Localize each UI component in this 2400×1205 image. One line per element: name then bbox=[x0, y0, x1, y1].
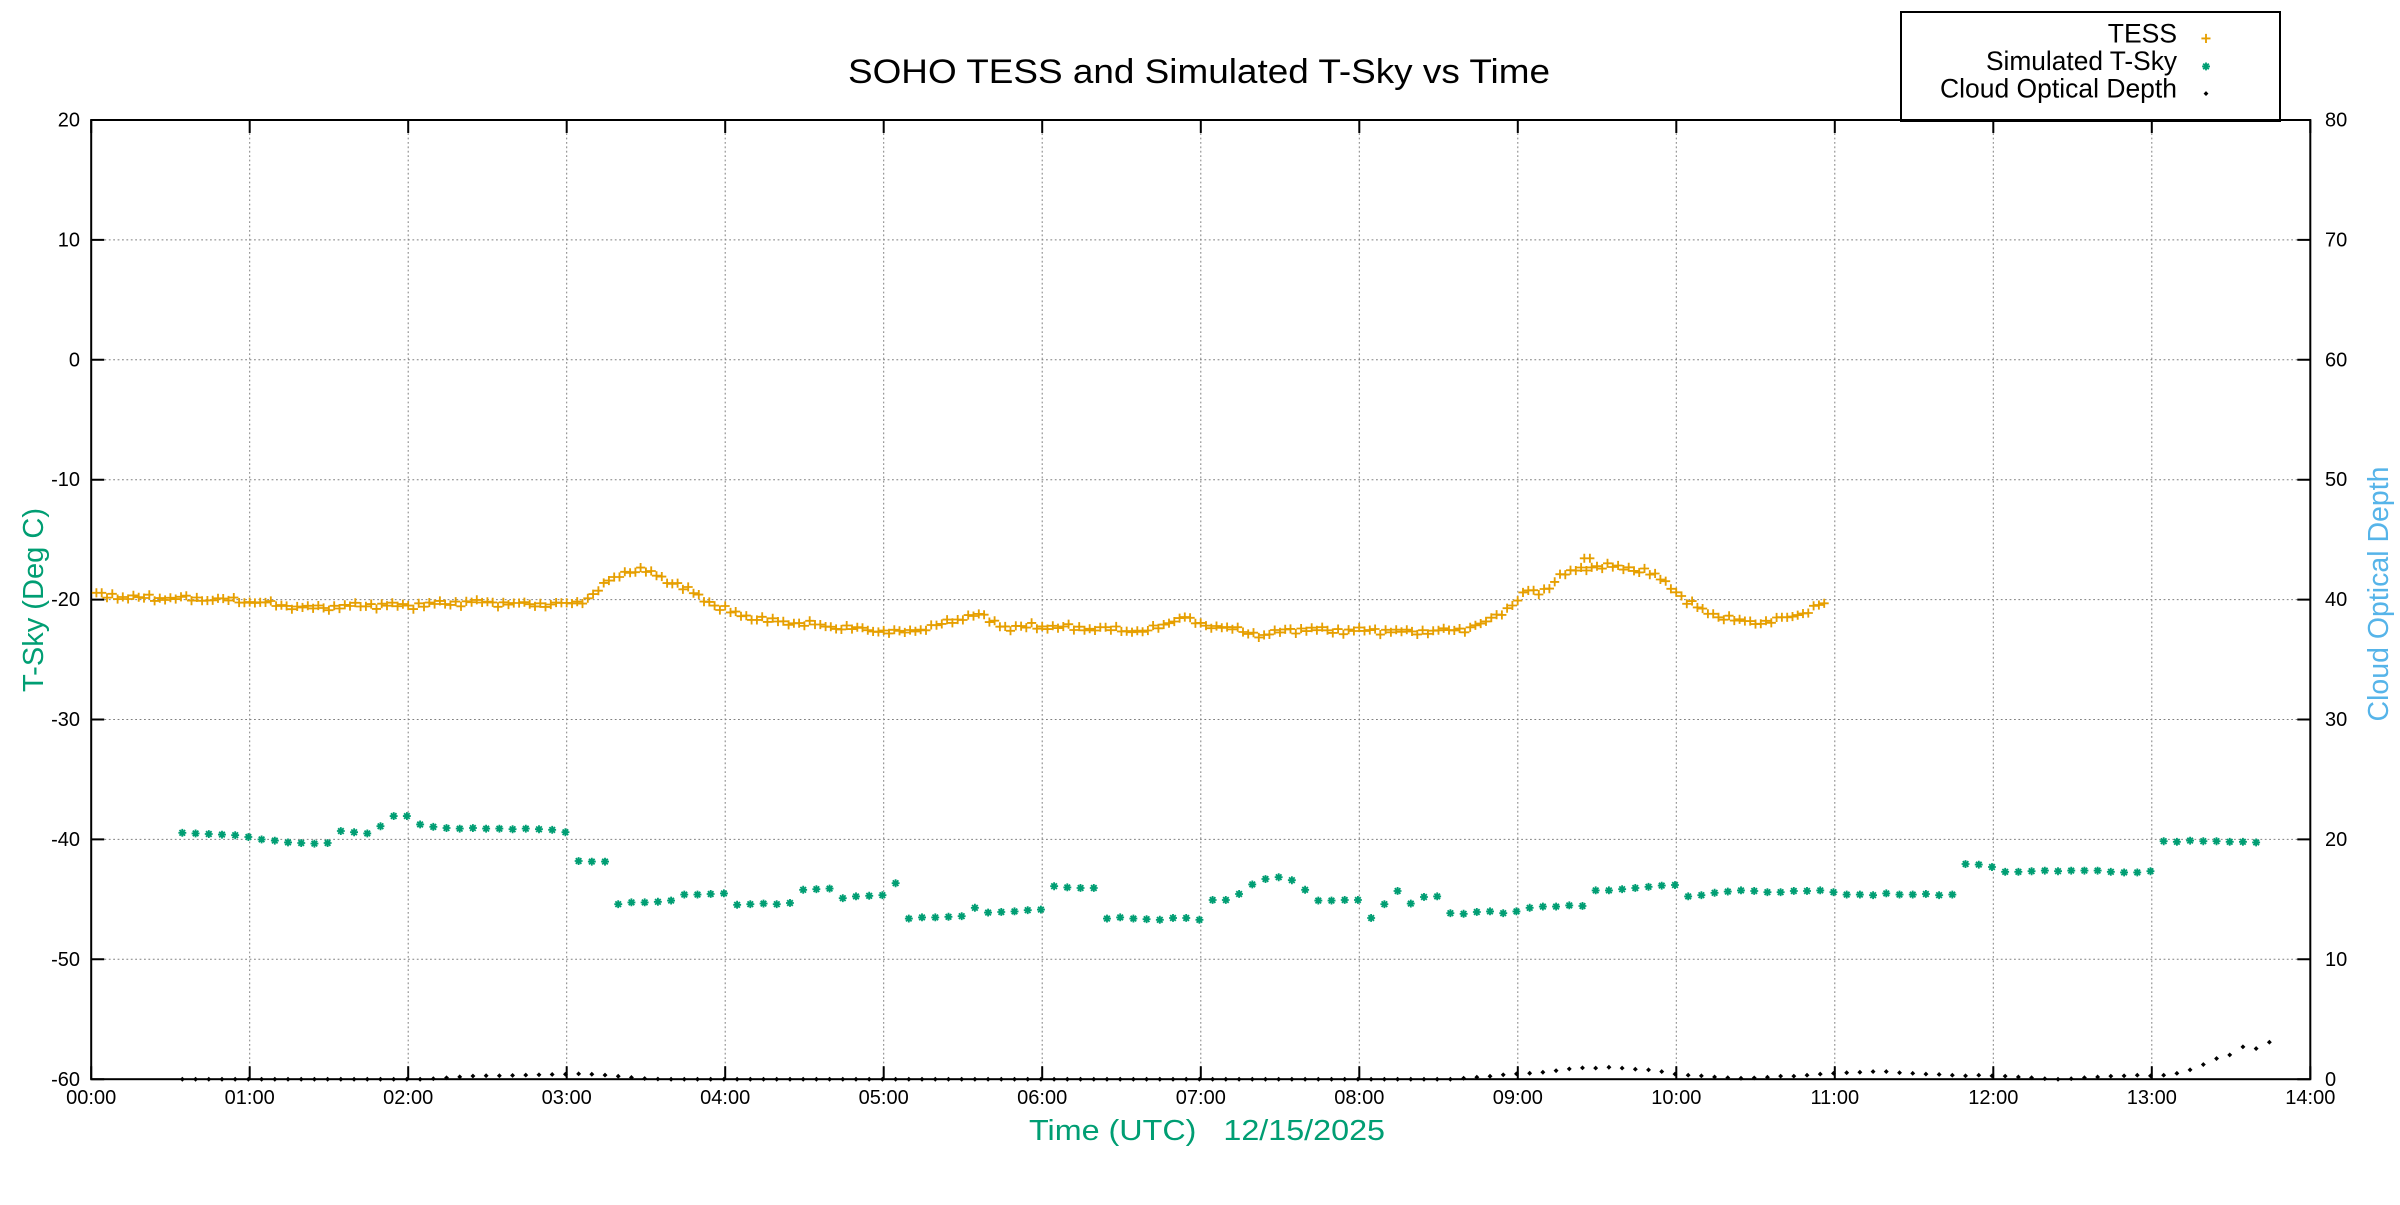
svg-text:30: 30 bbox=[2325, 709, 2347, 731]
svg-text:-30: -30 bbox=[51, 709, 80, 731]
svg-text:50: 50 bbox=[2325, 469, 2347, 491]
svg-text:14:00: 14:00 bbox=[2285, 1087, 2335, 1109]
svg-text:08:00: 08:00 bbox=[1334, 1087, 1384, 1109]
svg-text:10: 10 bbox=[58, 229, 80, 251]
svg-text:Time (UTC) 12/15/2025: Time (UTC) 12/15/2025 bbox=[1029, 1115, 1385, 1147]
svg-text:20: 20 bbox=[2325, 829, 2347, 851]
svg-text:03:00: 03:00 bbox=[542, 1087, 592, 1109]
svg-text:T-Sky (Deg C): T-Sky (Deg C) bbox=[18, 508, 50, 692]
svg-text:40: 40 bbox=[2325, 589, 2347, 611]
svg-text:80: 80 bbox=[2325, 110, 2347, 132]
svg-text:Simulated T-Sky: Simulated T-Sky bbox=[1986, 46, 2178, 76]
svg-text:07:00: 07:00 bbox=[1176, 1087, 1226, 1109]
svg-text:00:00: 00:00 bbox=[66, 1087, 116, 1109]
svg-text:60: 60 bbox=[2325, 349, 2347, 371]
svg-text:0: 0 bbox=[69, 349, 80, 371]
svg-text:0: 0 bbox=[2325, 1069, 2336, 1091]
svg-text:02:00: 02:00 bbox=[383, 1087, 433, 1109]
svg-text:TESS: TESS bbox=[2108, 19, 2177, 49]
svg-text:11:00: 11:00 bbox=[1811, 1087, 1860, 1109]
svg-text:12:00: 12:00 bbox=[1968, 1087, 2018, 1109]
svg-text:13:00: 13:00 bbox=[2127, 1087, 2177, 1109]
svg-text:-50: -50 bbox=[51, 949, 80, 971]
svg-text:04:00: 04:00 bbox=[700, 1087, 750, 1109]
svg-text:01:00: 01:00 bbox=[225, 1087, 275, 1109]
svg-text:10:00: 10:00 bbox=[1651, 1087, 1701, 1109]
svg-text:SOHO TESS and Simulated T-Sky: SOHO TESS and Simulated T-Sky vs Time bbox=[848, 53, 1550, 91]
svg-text:-20: -20 bbox=[51, 589, 80, 611]
svg-text:10: 10 bbox=[2325, 949, 2347, 971]
svg-text:09:00: 09:00 bbox=[1493, 1087, 1543, 1109]
svg-text:20: 20 bbox=[58, 110, 80, 132]
svg-text:Cloud Optical Depth: Cloud Optical Depth bbox=[2363, 467, 2395, 722]
svg-text:Cloud Optical Depth: Cloud Optical Depth bbox=[1940, 74, 2177, 104]
svg-text:70: 70 bbox=[2325, 229, 2347, 251]
svg-text:-60: -60 bbox=[51, 1069, 80, 1091]
svg-text:06:00: 06:00 bbox=[1017, 1087, 1067, 1109]
svg-text:-10: -10 bbox=[51, 469, 80, 491]
svg-text:05:00: 05:00 bbox=[859, 1087, 909, 1109]
svg-text:-40: -40 bbox=[51, 829, 80, 851]
